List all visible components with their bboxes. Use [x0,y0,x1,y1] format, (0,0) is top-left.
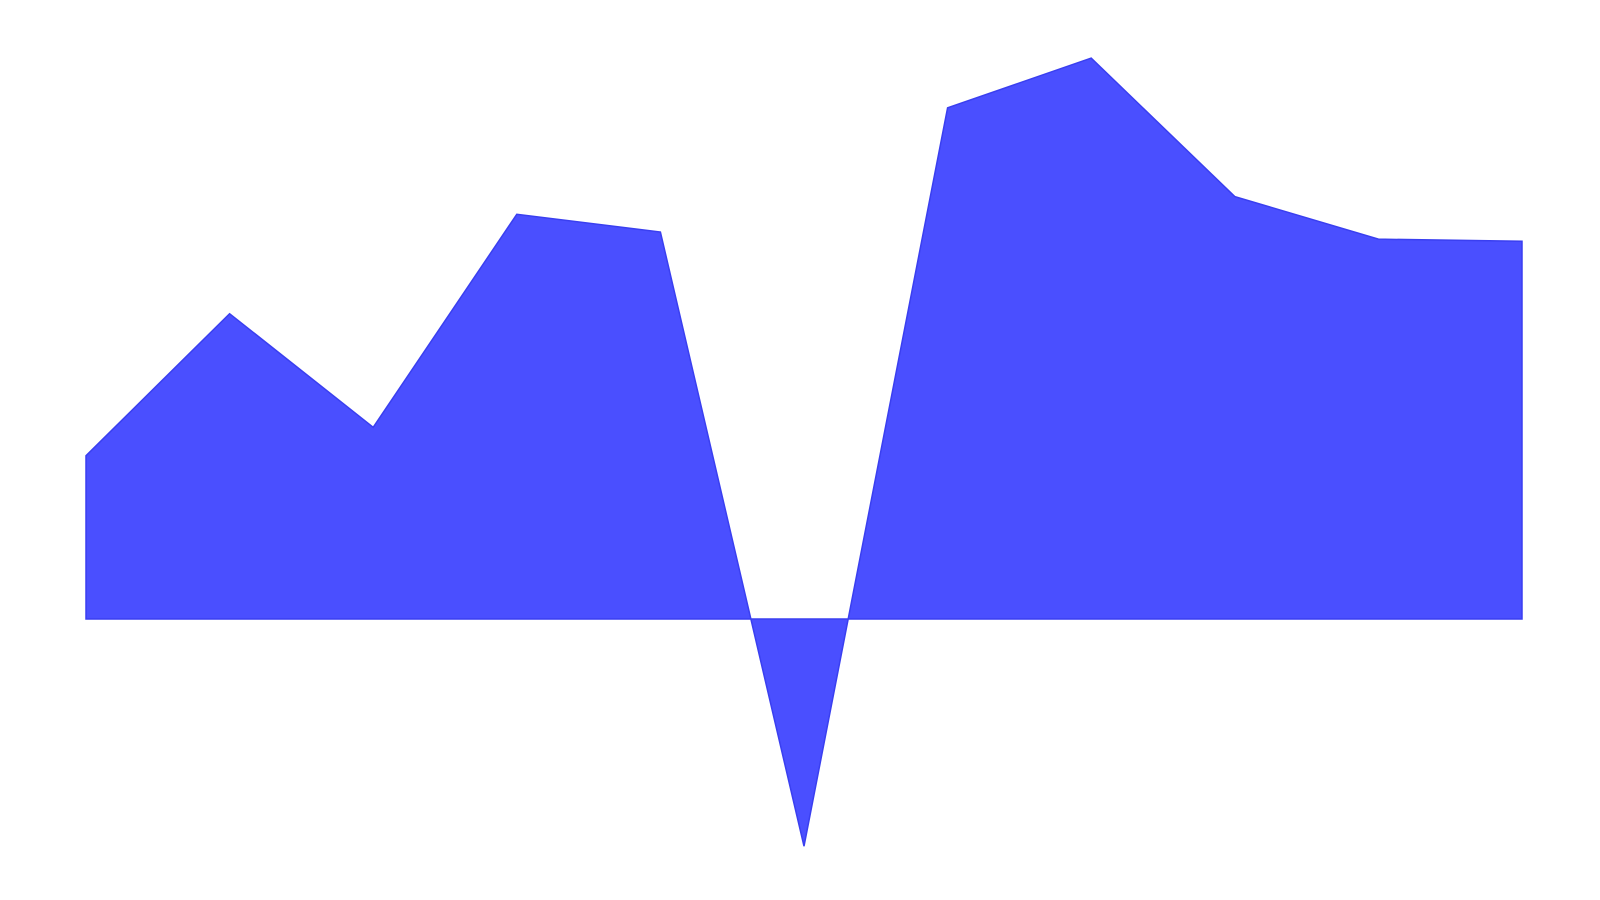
area-series [85,57,1523,847]
